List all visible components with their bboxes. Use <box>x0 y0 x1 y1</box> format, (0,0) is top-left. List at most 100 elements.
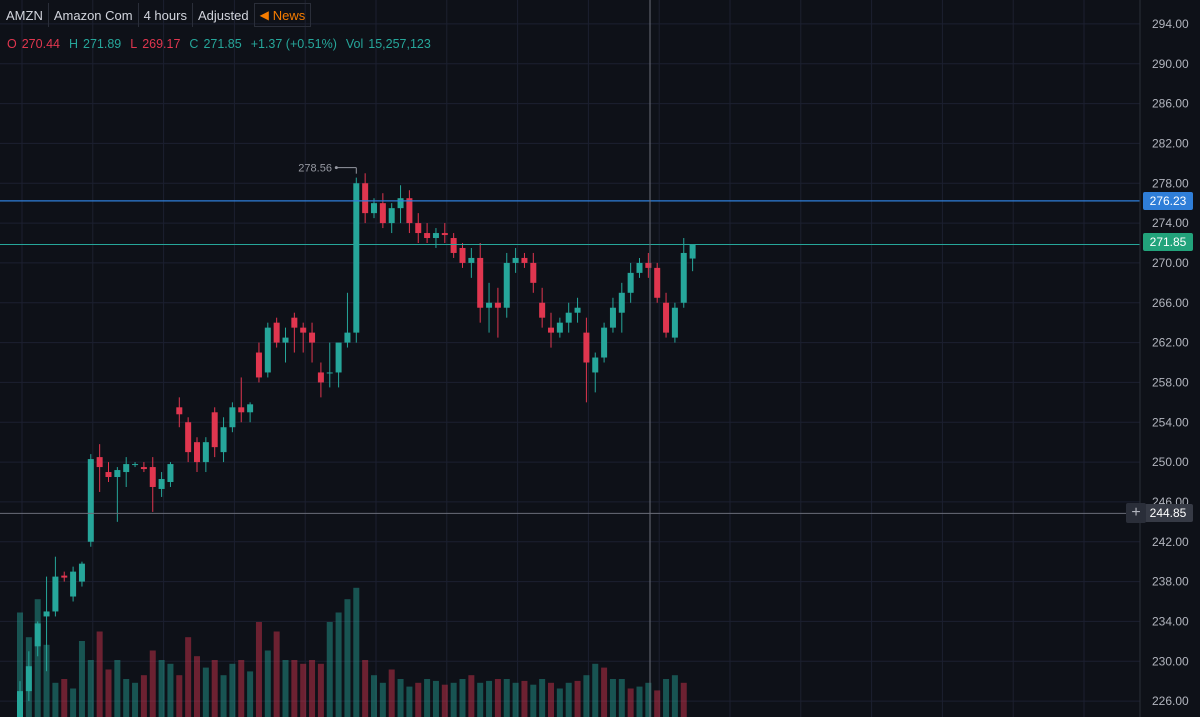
candle-body <box>114 470 121 478</box>
volume-bar <box>273 631 280 717</box>
volume-bar <box>61 679 68 717</box>
volume-bar <box>326 622 333 717</box>
volume-bar <box>114 660 121 717</box>
volume-bar <box>87 660 94 717</box>
candle-body <box>317 372 324 383</box>
news-button[interactable]: ◀︎ News <box>254 3 312 27</box>
adjustment-label[interactable]: Adjusted <box>193 3 255 27</box>
volume-bar <box>601 667 608 717</box>
blue-line-price-tag[interactable]: 276.23 <box>1143 191 1193 210</box>
candle-body <box>52 576 59 612</box>
volume-bar <box>264 650 271 717</box>
price-tick-label: 238.00 <box>1152 575 1189 589</box>
candle-body <box>34 623 41 647</box>
volume-bar <box>78 641 85 717</box>
price-tick-label: 262.00 <box>1152 336 1189 350</box>
add-alert-plus-icon[interactable]: + <box>1126 503 1146 524</box>
candle-body <box>87 459 94 542</box>
candle-body <box>432 233 439 239</box>
volume-bar <box>371 675 377 717</box>
volume-bar <box>503 679 510 717</box>
volume-bar <box>671 675 678 717</box>
volume-bar <box>202 667 209 717</box>
candle-body <box>282 337 289 343</box>
high-value: 271.89 <box>83 37 122 51</box>
price-tick-label: 234.00 <box>1152 614 1189 628</box>
volume-bar <box>459 679 466 717</box>
volume-bar <box>123 679 130 717</box>
candle-body <box>388 208 395 224</box>
volume-bar <box>494 679 501 717</box>
volume-bar <box>388 669 395 717</box>
candle-body <box>592 357 599 373</box>
candle-body <box>309 332 316 343</box>
volume-bar <box>432 680 439 717</box>
candle-body <box>264 327 271 373</box>
high-label: H <box>68 37 78 51</box>
volume-bar <box>70 688 77 717</box>
news-label: News <box>272 7 306 23</box>
volume-bar <box>645 682 652 717</box>
volume-bar <box>300 663 307 717</box>
candle-body <box>654 267 661 298</box>
volume-bar <box>176 675 183 717</box>
volume-bar <box>680 682 687 717</box>
price-tick-label: 290.00 <box>1152 57 1189 71</box>
volume-bars <box>17 587 687 717</box>
volume-bar <box>96 631 103 717</box>
ohlc-legend: O 270.44 H 271.89 L 269.17 C 271.85 +1.3… <box>7 37 440 51</box>
candle-body <box>211 412 218 448</box>
candle-body <box>601 327 608 358</box>
price-tick-label: 294.00 <box>1152 17 1189 31</box>
volume-bar <box>335 612 342 717</box>
chart-grid <box>0 0 1140 717</box>
volume-bar <box>521 680 528 717</box>
volume-bar <box>477 682 484 717</box>
candle-body <box>132 464 139 466</box>
volume-bar <box>132 682 139 717</box>
volume-bar <box>52 682 59 717</box>
volume-bar <box>539 679 546 717</box>
candle-body <box>326 372 333 374</box>
volume-bar <box>379 682 386 717</box>
open-value: 270.44 <box>21 37 60 51</box>
candle-body <box>149 467 156 487</box>
candle-body <box>689 244 696 259</box>
candle-body <box>609 307 616 328</box>
candle-body <box>556 322 563 333</box>
price-axis[interactable]: 294.00 290.00 286.00 282.00 278.00 274.00 270.… <box>1139 0 1189 717</box>
volume-bar <box>344 599 351 717</box>
candle-body <box>158 479 165 489</box>
candle-body <box>202 442 209 463</box>
volume-bar <box>158 660 165 717</box>
volume-bar <box>185 637 192 717</box>
candle-body <box>468 257 475 263</box>
candle-body <box>441 233 448 236</box>
low-label: L <box>130 37 138 51</box>
high-marker-label: 278.56 <box>298 163 332 175</box>
candle-body <box>238 407 245 413</box>
volume-bar <box>255 622 262 717</box>
candle-body <box>627 272 634 293</box>
candle-body <box>450 238 457 253</box>
candle-body <box>503 262 510 308</box>
candle-body <box>353 183 360 333</box>
megaphone-icon: ◀︎ <box>259 8 269 22</box>
volume-bar <box>362 660 369 717</box>
interval-label[interactable]: 4 hours <box>139 3 193 27</box>
last-price-tag[interactable]: 271.85 <box>1143 233 1193 252</box>
candle-body <box>167 464 174 482</box>
candlesticks <box>17 173 696 717</box>
volume-bar <box>486 680 493 717</box>
close-value: 271.85 <box>203 37 242 51</box>
candle-body <box>636 262 643 273</box>
candle-body <box>362 183 369 214</box>
volume-bar <box>309 660 316 717</box>
volume-bar <box>636 686 643 717</box>
symbol-ticker[interactable]: AMZN <box>0 3 49 27</box>
symbol-name[interactable]: Amazon Com <box>49 3 139 27</box>
candle-body <box>185 422 192 453</box>
candle-body <box>344 332 351 343</box>
volume-bar <box>397 679 404 717</box>
